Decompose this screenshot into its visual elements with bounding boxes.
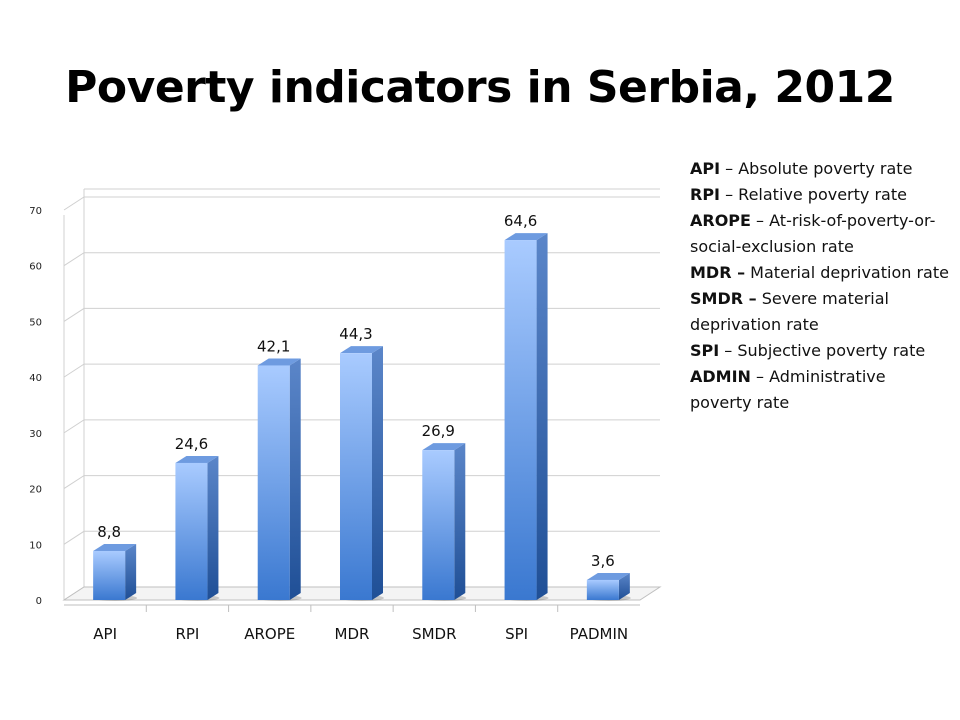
bar-side <box>207 455 219 600</box>
legend-item: RPI – Relative poverty rate <box>690 182 950 208</box>
legend: API – Absolute poverty rate RPI – Relativ… <box>690 156 950 416</box>
grid-line <box>63 196 660 211</box>
bar-side <box>618 572 630 600</box>
bar <box>340 353 372 600</box>
bar-top <box>340 346 383 354</box>
y-tick-label: 70 <box>29 206 42 217</box>
legend-abbr: MDR – <box>690 263 746 282</box>
legend-abbr: SPI <box>690 341 720 360</box>
grid-line <box>63 307 660 322</box>
legend-item: ADMIN – Administrative poverty rate <box>690 364 950 416</box>
legend-desc: Severe material deprivation rate <box>690 289 889 334</box>
bar <box>93 550 126 600</box>
legend-desc: – Administrative poverty rate <box>690 367 886 412</box>
bar-chart: 0 10 20 30 40 50 60 70 8,8 24,6 42,1 44,3 26,9 64,6 3… <box>29 188 662 643</box>
x-tick-label: API <box>93 625 117 643</box>
grid-line <box>63 252 660 267</box>
y-tick-label: 10 <box>29 540 42 551</box>
legend-abbr: API <box>690 159 721 178</box>
data-label: 24,6 <box>175 435 208 453</box>
x-tick-label: SMDR <box>412 625 456 643</box>
x-axis-ticks: API RPI AROPE MDR SMDR SPI PADMIN <box>93 605 628 643</box>
bar-side <box>289 358 301 600</box>
bar-side <box>454 443 466 600</box>
legend-item: API – Absolute poverty rate <box>690 156 950 182</box>
bar-top <box>586 572 630 580</box>
bar <box>175 462 208 600</box>
x-tick-label: AROPE <box>244 625 295 643</box>
legend-desc: – At-risk-of-poverty-or-social-exclusion… <box>690 211 936 256</box>
y-axis-ticks: 0 10 20 30 40 50 60 70 <box>29 206 42 607</box>
chart-title: Poverty indicators in Serbia, 2012 <box>65 62 895 113</box>
bar-side <box>372 346 383 600</box>
y-tick-label: 30 <box>29 429 42 440</box>
legend-desc: Material deprivation rate <box>745 263 949 282</box>
legend-abbr: RPI <box>690 185 720 204</box>
bar <box>257 365 290 600</box>
y-tick-label: 0 <box>36 596 42 607</box>
bars <box>93 233 631 601</box>
legend-abbr: SMDR – <box>690 289 757 308</box>
data-label: 8,8 <box>97 523 121 541</box>
bar <box>422 450 455 600</box>
y-tick-label: 50 <box>29 317 42 328</box>
legend-desc: – Absolute poverty rate <box>720 159 913 178</box>
y-tick-label: 40 <box>29 373 42 384</box>
bar-top <box>257 358 301 366</box>
legend-desc: – Subjective poverty rate <box>719 341 926 360</box>
legend-item: AROPE – At-risk-of-poverty-or-social-exc… <box>690 208 950 260</box>
legend-desc: – Relative poverty rate <box>720 185 907 204</box>
y-tick-label: 60 <box>29 262 42 273</box>
bar-top <box>504 233 548 241</box>
legend-item: SPI – Subjective poverty rate <box>690 338 950 364</box>
x-tick-label: RPI <box>175 625 199 643</box>
data-label: 3,6 <box>591 552 615 570</box>
legend-abbr: AROPE <box>690 211 751 230</box>
data-label: 42,1 <box>257 337 290 355</box>
bar-top <box>93 543 137 551</box>
bar-top <box>422 443 466 451</box>
y-tick-label: 20 <box>29 485 42 496</box>
bar-top <box>175 455 219 463</box>
x-tick-label: SPI <box>505 625 528 643</box>
legend-abbr: ADMIN <box>690 367 751 386</box>
bar <box>586 579 619 600</box>
data-labels: 8,8 24,6 42,1 44,3 26,9 64,6 3,6 <box>97 212 615 570</box>
legend-item: SMDR – Severe material deprivation rate <box>690 286 950 338</box>
data-label: 64,6 <box>504 212 537 230</box>
x-tick-label: PADMIN <box>570 625 628 643</box>
data-label: 26,9 <box>422 422 455 440</box>
bar <box>504 240 537 601</box>
legend-item: MDR – Material deprivation rate <box>690 260 950 286</box>
bar-side <box>125 543 137 600</box>
data-label: 44,3 <box>339 325 372 343</box>
x-tick-label: MDR <box>335 625 370 643</box>
bar-side <box>536 233 548 601</box>
